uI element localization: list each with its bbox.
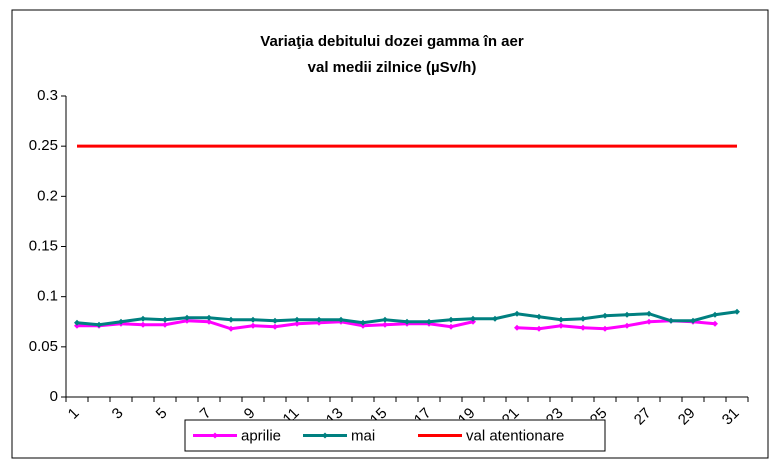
point-marker <box>404 318 410 325</box>
point-marker <box>712 311 718 318</box>
point-marker <box>162 321 168 328</box>
point-marker <box>602 312 608 319</box>
point-marker <box>74 319 80 326</box>
y-tick-label: 0.15 <box>29 237 58 254</box>
point-marker <box>228 316 234 323</box>
point-marker <box>228 325 234 332</box>
point-marker <box>690 317 696 324</box>
point-marker <box>492 315 498 322</box>
point-marker <box>140 321 146 328</box>
point-marker <box>162 316 168 323</box>
y-tick-label: 0.3 <box>37 87 58 104</box>
y-tick-label: 0 <box>50 388 58 405</box>
point-marker <box>734 308 740 315</box>
legend-box <box>184 419 606 452</box>
point-marker <box>668 317 674 324</box>
point-marker <box>536 325 542 332</box>
point-marker <box>294 316 300 323</box>
point-marker <box>382 316 388 323</box>
point-marker <box>580 324 586 331</box>
point-marker <box>272 323 278 330</box>
legend-marker <box>322 432 328 439</box>
legend-label: mai <box>351 427 375 444</box>
point-marker <box>536 313 542 320</box>
point-marker <box>712 320 718 327</box>
point-marker <box>470 315 476 322</box>
point-marker <box>602 325 608 332</box>
point-marker <box>184 314 190 321</box>
point-marker <box>294 320 300 327</box>
point-marker <box>646 318 652 325</box>
point-marker <box>250 322 256 329</box>
point-marker <box>514 310 520 317</box>
point-marker <box>140 315 146 322</box>
y-tick-label: 0.05 <box>29 338 58 355</box>
point-marker <box>316 319 322 326</box>
point-marker <box>514 324 520 331</box>
point-marker <box>360 319 366 326</box>
point-marker <box>624 322 630 329</box>
point-marker <box>206 314 212 321</box>
point-marker <box>250 316 256 323</box>
point-marker <box>96 321 102 328</box>
point-marker <box>646 310 652 317</box>
point-marker <box>118 318 124 325</box>
legend-label: aprilie <box>241 427 281 444</box>
y-tick-label: 0.2 <box>37 187 58 204</box>
point-marker <box>338 316 344 323</box>
point-marker <box>426 318 432 325</box>
chart-frame <box>11 9 769 459</box>
point-marker <box>316 316 322 323</box>
chart-title: Variaţia debitului dozei gamma în aer <box>260 33 524 50</box>
point-marker <box>206 318 212 325</box>
y-tick-label: 0.25 <box>29 137 58 154</box>
chart-subtitle: val medii zilnice (µSv/h) <box>308 59 477 76</box>
point-marker <box>624 311 630 318</box>
point-marker <box>272 317 278 324</box>
y-tick-label: 0.1 <box>37 288 58 305</box>
point-marker <box>580 315 586 322</box>
legend-label: val atentionare <box>466 427 564 444</box>
point-marker <box>558 322 564 329</box>
point-marker <box>382 321 388 328</box>
legend-marker <box>212 432 218 439</box>
point-marker <box>360 322 366 329</box>
point-marker <box>448 323 454 330</box>
point-marker <box>448 316 454 323</box>
point-marker <box>558 316 564 323</box>
